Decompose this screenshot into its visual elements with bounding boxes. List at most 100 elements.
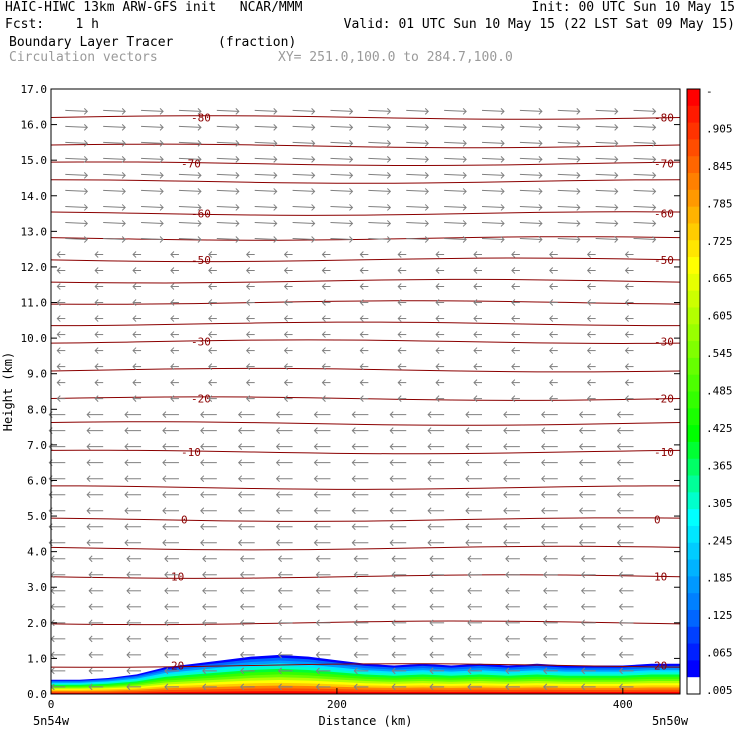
circulation-vector bbox=[614, 220, 619, 227]
circulation-vector bbox=[65, 109, 88, 112]
circulation-vector bbox=[283, 347, 288, 354]
circulation-vector bbox=[132, 315, 137, 322]
circulation-vector bbox=[541, 523, 546, 531]
circulation-vector bbox=[275, 411, 280, 418]
colorbar-label: .905 bbox=[706, 122, 733, 135]
circulation-vector bbox=[202, 555, 207, 563]
colorbar-swatch bbox=[687, 408, 700, 426]
circulation-vector bbox=[511, 379, 516, 386]
circulation-vector bbox=[424, 204, 429, 211]
circulation-vector bbox=[353, 555, 358, 563]
circulation-vector bbox=[313, 539, 318, 547]
circulation-vector bbox=[132, 379, 137, 386]
circulation-vector bbox=[435, 347, 440, 354]
circulation-vector bbox=[481, 205, 505, 208]
colorbar-label: .365 bbox=[706, 459, 733, 472]
circulation-vector bbox=[86, 443, 91, 451]
colorbar-label: .005 bbox=[706, 684, 733, 697]
circulation-vector bbox=[397, 379, 402, 386]
circulation-vector bbox=[351, 443, 356, 451]
colorbar-swatch bbox=[687, 240, 700, 258]
circulation-vector bbox=[467, 651, 472, 659]
circulation-vector bbox=[465, 539, 470, 547]
circulation-vector bbox=[197, 140, 202, 147]
colorbar-swatch bbox=[687, 425, 700, 443]
circulation-vector bbox=[164, 571, 169, 579]
circulation-vector bbox=[124, 475, 129, 483]
circulation-vector bbox=[321, 395, 326, 402]
circulation-vector bbox=[124, 507, 129, 515]
circulation-vector bbox=[170, 379, 175, 386]
colorbar-swatch bbox=[687, 660, 700, 678]
circulation-vector bbox=[202, 667, 207, 675]
y-tick-label: 11.0 bbox=[21, 297, 48, 310]
y-tick-label: 15.0 bbox=[21, 154, 48, 167]
circulation-vector bbox=[462, 220, 467, 227]
circulation-vector bbox=[359, 251, 364, 258]
circulation-vector bbox=[503, 443, 508, 451]
circulation-vector bbox=[359, 395, 364, 402]
circulation-vector bbox=[580, 555, 586, 563]
contour-label: 20 bbox=[654, 660, 667, 673]
circulation-vector bbox=[103, 109, 126, 112]
circulation-vector bbox=[429, 571, 434, 579]
circulation-vector bbox=[94, 395, 99, 402]
circulation-vector bbox=[578, 459, 584, 467]
circulation-vector bbox=[351, 459, 356, 467]
circulation-vector bbox=[435, 379, 440, 386]
circulation-vector bbox=[519, 125, 542, 128]
circulation-vector bbox=[315, 619, 320, 627]
circulation-vector bbox=[444, 221, 467, 224]
circulation-vector bbox=[208, 283, 213, 290]
circulation-vector bbox=[505, 587, 510, 595]
circulation-vector bbox=[391, 555, 396, 563]
circulation-vector bbox=[321, 267, 326, 274]
colorbar-swatch bbox=[687, 609, 700, 628]
circulation-vector bbox=[159, 172, 164, 179]
circulation-vector bbox=[519, 221, 542, 224]
circulation-vector bbox=[88, 571, 93, 579]
circulation-vector bbox=[330, 141, 353, 144]
circulation-vector bbox=[216, 125, 239, 128]
circulation-vector bbox=[543, 651, 548, 659]
circulation-vector bbox=[254, 237, 277, 240]
circulation-vector bbox=[126, 603, 131, 611]
circulation-vector bbox=[235, 204, 240, 211]
header-line1-right: Init: 00 UTC Sun 10 May 15 bbox=[531, 0, 736, 15]
circulation-vector bbox=[349, 220, 354, 227]
circulation-vector bbox=[511, 315, 516, 322]
circulation-vector bbox=[462, 124, 467, 131]
circulation-vector bbox=[330, 157, 353, 160]
circulation-vector bbox=[311, 220, 316, 227]
colorbar-swatch bbox=[687, 156, 700, 174]
y-tick-label: 5.0 bbox=[27, 510, 47, 523]
circulation-vector bbox=[103, 189, 126, 192]
colorbar-swatch bbox=[687, 509, 700, 527]
circulation-vector bbox=[397, 395, 402, 402]
circulation-vector bbox=[315, 587, 320, 595]
circulation-vector bbox=[202, 683, 207, 691]
contour-label: -10 bbox=[181, 446, 201, 459]
circulation-vector bbox=[132, 283, 137, 290]
circulation-vector bbox=[389, 539, 394, 547]
circulation-vector bbox=[351, 539, 356, 547]
circulation-vector bbox=[273, 124, 278, 131]
circulation-vector bbox=[429, 619, 434, 627]
circulation-vector bbox=[126, 667, 131, 675]
circulation-vector bbox=[65, 189, 88, 192]
circulation-vector bbox=[235, 220, 240, 227]
circulation-vector bbox=[500, 188, 505, 195]
colorbar-swatch bbox=[687, 475, 700, 493]
circulation-vector bbox=[141, 109, 164, 112]
circulation-vector bbox=[406, 109, 429, 112]
circulation-vector bbox=[124, 539, 129, 547]
circulation-vector bbox=[238, 523, 243, 531]
circulation-vector bbox=[429, 587, 434, 595]
circulation-vector bbox=[170, 315, 175, 322]
circulation-vector bbox=[353, 667, 358, 675]
circulation-vector bbox=[200, 411, 205, 418]
circulation-vector bbox=[511, 251, 516, 258]
circulation-vector bbox=[500, 156, 505, 163]
circulation-vector bbox=[240, 635, 245, 643]
